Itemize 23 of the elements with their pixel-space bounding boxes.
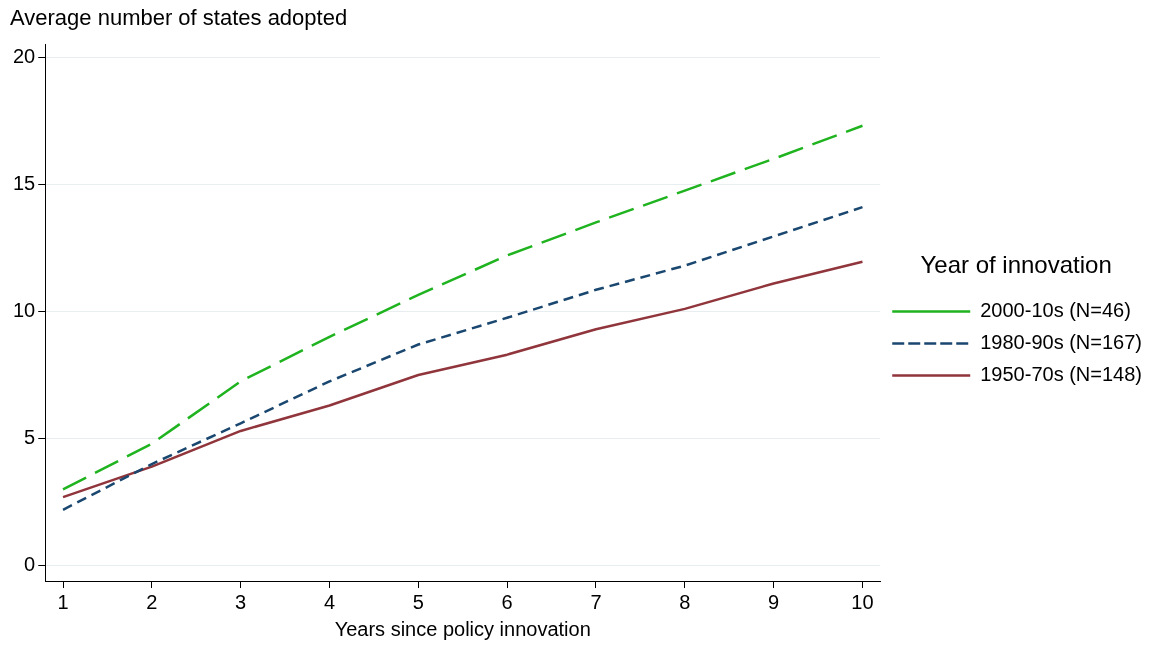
y-axis-title: Average number of states adopted — [10, 5, 348, 31]
x-tick-label: 3 — [235, 590, 247, 613]
x-tick-label: 8 — [679, 590, 691, 613]
x-axis-title: Years since policy innovation — [334, 617, 591, 640]
y-tick-label: 0 — [24, 553, 36, 576]
y-tick-label: 5 — [24, 426, 36, 449]
x-tick-label: 2 — [146, 590, 158, 613]
y-tick-label: 15 — [13, 171, 36, 194]
x-tick-label: 7 — [590, 590, 602, 613]
x-tick-label: 6 — [501, 590, 513, 613]
line-series — [61, 124, 864, 491]
x-tick-label: 5 — [412, 590, 424, 613]
y-tick-label: 10 — [13, 298, 36, 321]
x-tick-label: 4 — [323, 590, 336, 613]
legend-label: 1950-70s (N=148) — [980, 362, 1143, 385]
legend-label: 1980-90s (N=167) — [980, 330, 1143, 353]
legend-label: 2000-10s (N=46) — [980, 298, 1131, 321]
x-tick-label: 1 — [57, 590, 69, 613]
legend-title: Year of innovation — [920, 251, 1112, 279]
line-series — [61, 205, 864, 512]
x-tick-label: 10 — [851, 590, 874, 613]
y-tick-label: 20 — [13, 44, 36, 67]
x-tick-label: 9 — [768, 590, 780, 613]
